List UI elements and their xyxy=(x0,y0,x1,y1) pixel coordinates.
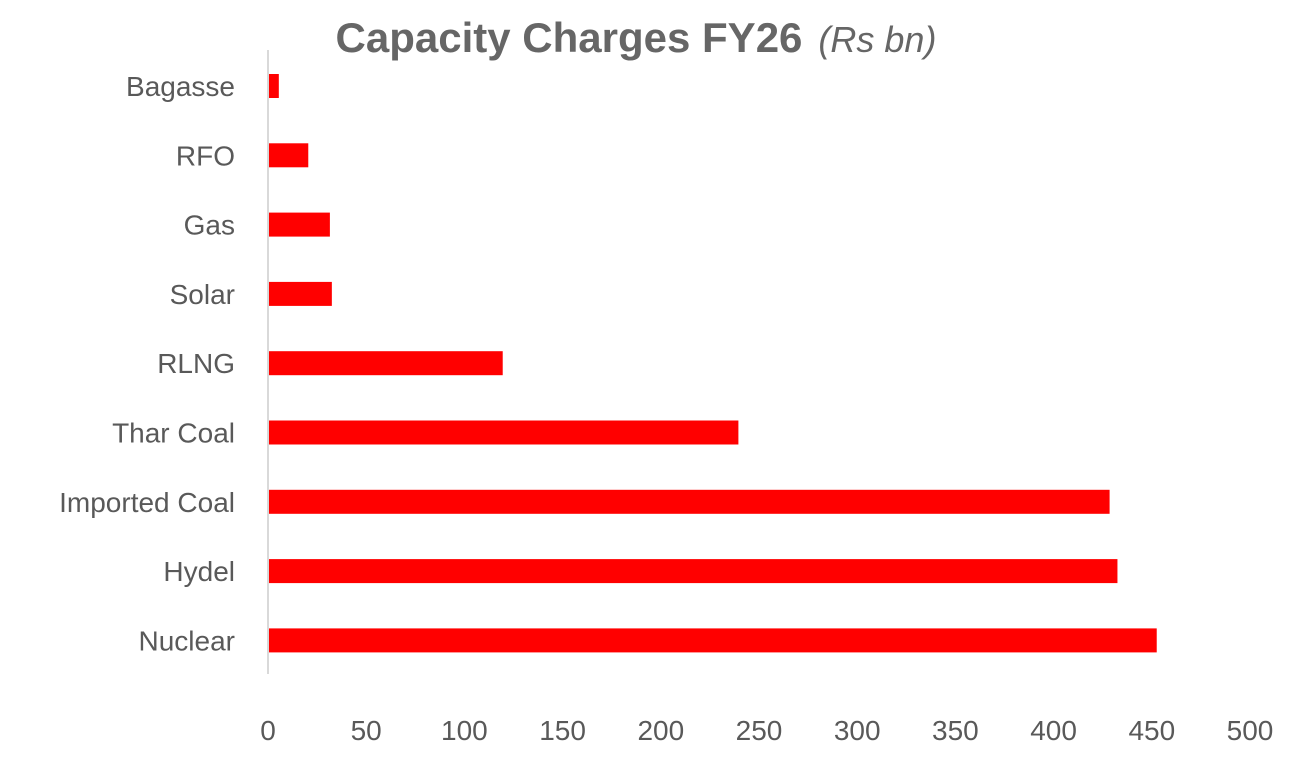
category-label: Thar Coal xyxy=(112,418,235,449)
category-label: Hydel xyxy=(163,556,235,587)
bar-gas xyxy=(269,212,330,237)
category-label: Nuclear xyxy=(139,625,235,656)
category-label: RLNG xyxy=(157,348,235,379)
bar-rlng xyxy=(269,351,503,376)
x-tick-label: 450 xyxy=(1128,715,1175,746)
chart-title: Capacity Charges FY26 (Rs bn) xyxy=(336,14,937,61)
bar-thar-coal xyxy=(269,420,739,445)
chart-title-unit: (Rs bn) xyxy=(818,19,936,60)
category-label: RFO xyxy=(176,140,235,171)
x-tick-label: 500 xyxy=(1227,715,1274,746)
x-tick-label: 400 xyxy=(1030,715,1077,746)
x-tick-label: 350 xyxy=(932,715,979,746)
x-tick-label: 150 xyxy=(539,715,586,746)
bar-rfo xyxy=(269,143,309,168)
chart-title-main: Capacity Charges FY26 xyxy=(336,14,803,61)
bar-group xyxy=(269,74,1157,653)
category-label: Bagasse xyxy=(126,71,235,102)
x-tick-label: 50 xyxy=(351,715,382,746)
x-tick-label: 300 xyxy=(834,715,881,746)
x-tick-label: 100 xyxy=(441,715,488,746)
category-label-group: Bagasse RFO Gas Solar RLNG Thar Coal Imported … xyxy=(59,71,235,656)
x-tick-label: 0 xyxy=(260,715,276,746)
category-label: Imported Coal xyxy=(59,487,235,518)
bar-imported-coal xyxy=(269,489,1110,514)
bar-solar xyxy=(269,281,332,306)
bar-hydel xyxy=(269,559,1118,584)
bar-nuclear xyxy=(269,628,1157,653)
x-tick-label: 250 xyxy=(736,715,783,746)
x-tick-label-group: 0 50 100 150 200 250 300 350 400 450 500 xyxy=(260,715,1273,746)
x-tick-label: 200 xyxy=(637,715,684,746)
bar-bagasse xyxy=(269,74,279,98)
category-label: Solar xyxy=(170,279,235,310)
category-label: Gas xyxy=(184,210,235,241)
